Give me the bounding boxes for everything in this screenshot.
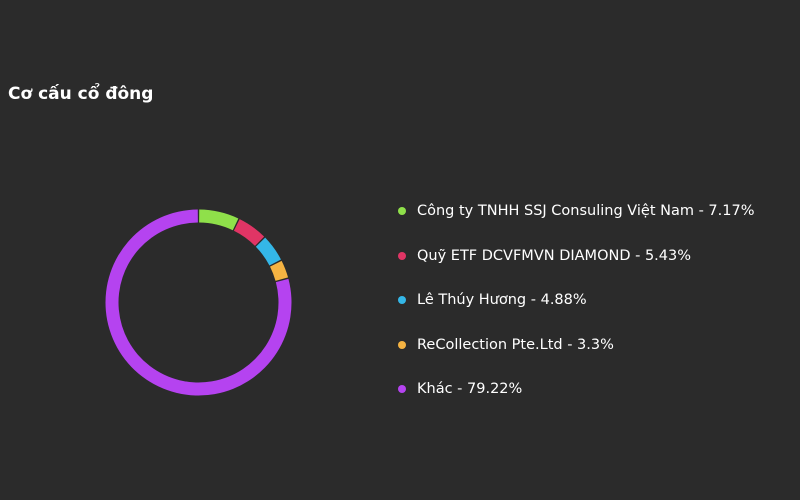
legend-dot-khac xyxy=(398,385,406,393)
legend-label-recollection: ReCollection Pte.Ltd - 3.3% xyxy=(417,336,614,353)
legend-item-recollection[interactable]: ReCollection Pte.Ltd - 3.3% xyxy=(398,334,798,356)
donut-slice-recollection[interactable] xyxy=(270,260,289,281)
legend-dot-ssj xyxy=(398,207,406,215)
donut-chart xyxy=(105,209,292,396)
chart-title: Cơ cấu cổ đông xyxy=(8,84,154,104)
legend-label-khac: Khác - 79.22% xyxy=(417,381,523,397)
legend-label-le-thuy-huong: Lê Thúy Hương - 4.88% xyxy=(417,292,587,308)
legend: Công ty TNHH SSJ Consuling Việt Nam - 7.… xyxy=(398,200,798,423)
donut-slice-le-thuy-huong[interactable] xyxy=(255,237,281,266)
legend-dot-recollection xyxy=(398,340,406,349)
legend-item-khac[interactable]: Khác - 79.22% xyxy=(398,378,798,400)
legend-item-le-thuy-huong[interactable]: Lê Thúy Hương - 4.88% xyxy=(398,289,798,311)
donut-slice-etf-diamond[interactable] xyxy=(233,219,265,246)
legend-item-etf-diamond[interactable]: Quỹ ETF DCVFMVN DIAMOND - 5.43% xyxy=(398,245,798,267)
legend-dot-le-thuy-huong xyxy=(398,296,406,304)
legend-item-ssj[interactable]: Công ty TNHH SSJ Consuling Việt Nam - 7.… xyxy=(398,200,798,222)
donut-slice-khac[interactable] xyxy=(105,209,292,396)
legend-dot-etf-diamond xyxy=(398,251,406,260)
legend-label-etf-diamond: Quỹ ETF DCVFMVN DIAMOND - 5.43% xyxy=(417,247,692,264)
legend-label-ssj: Công ty TNHH SSJ Consuling Việt Nam - 7.… xyxy=(417,203,755,219)
donut-slice-ssj[interactable] xyxy=(199,209,239,231)
